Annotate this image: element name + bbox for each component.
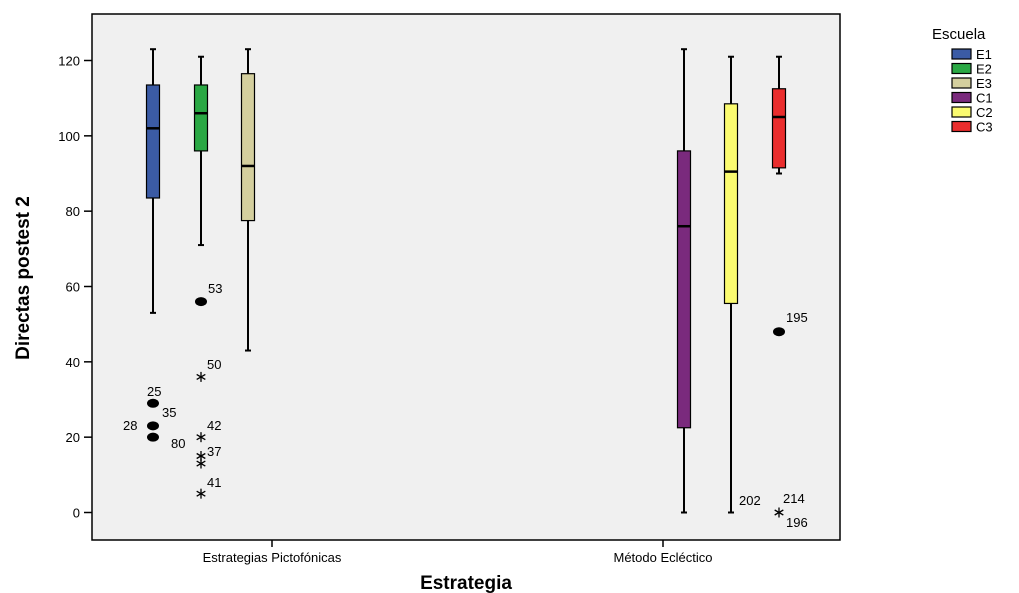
- legend-label-e2: E2: [976, 62, 992, 77]
- box-iqr: [723, 103, 739, 305]
- y-axis-title: Directas postest 2: [13, 196, 34, 360]
- outlier-circle-marker: [195, 297, 207, 307]
- box-iqr: [193, 84, 209, 152]
- box-iqr: [676, 150, 692, 429]
- star-stroke: [196, 434, 206, 441]
- y-axis: 0 20 40 60 80 100 120: [58, 54, 92, 521]
- star-stroke: [196, 452, 206, 460]
- box-iqr: [145, 84, 161, 199]
- legend-label-c2: C2: [976, 105, 993, 120]
- legend-swatch-c2: [951, 106, 972, 118]
- legend-label-e1: E1: [976, 47, 992, 62]
- outlier-label: 35: [162, 405, 176, 420]
- y-tick-label: 60: [66, 280, 80, 295]
- star-stroke: [196, 460, 206, 467]
- legend-label-c3: C3: [976, 120, 993, 135]
- star-stroke: [196, 490, 206, 497]
- legend-swatch-e3: [951, 77, 972, 89]
- box-e3: [240, 48, 256, 352]
- y-tick-label: 100: [58, 129, 80, 144]
- box-e2: [193, 55, 209, 247]
- legend-label-c1: C1: [976, 91, 993, 106]
- box-iqr: [771, 88, 787, 169]
- outlier-label: 202: [739, 493, 761, 508]
- plot-area: [91, 13, 841, 541]
- legend-swatch-e2: [951, 62, 972, 75]
- outlier-label: 37: [207, 444, 221, 459]
- outlier-circle-marker: [147, 432, 159, 442]
- outlier-circle-marker: [147, 421, 159, 431]
- outlier-label: 80: [171, 436, 185, 451]
- box-series-group: [145, 48, 787, 514]
- outlier-label: 50: [207, 357, 221, 372]
- star-stroke: [196, 373, 206, 380]
- legend-swatch-c1: [951, 91, 972, 104]
- box-c1: [676, 48, 692, 514]
- outlier-star-marker: [196, 458, 206, 469]
- box-c3: [771, 55, 787, 175]
- y-tick-label: 40: [66, 355, 80, 370]
- outlier-star-marker: [196, 371, 206, 382]
- outlier-label: 53: [208, 281, 222, 296]
- x-axis: Estrategias Pictofónicas Método Ecléctico: [203, 540, 713, 565]
- outlier-label: 41: [207, 475, 221, 490]
- outlier-label: 214: [783, 491, 805, 506]
- legend-swatch-e1: [951, 48, 972, 60]
- legend-label-e3: E3: [976, 76, 992, 91]
- y-tick-label: 120: [58, 54, 80, 69]
- outlier-star-marker: [774, 507, 784, 518]
- outlier-circle-marker: [147, 398, 159, 408]
- box-iqr: [240, 73, 256, 222]
- y-tick-label: 20: [66, 430, 80, 445]
- outlier-star-marker: [196, 488, 206, 499]
- legend-swatch-c3: [951, 120, 972, 133]
- legend-title: Escuela: [932, 26, 986, 43]
- outlier-circle-marker: [773, 327, 785, 337]
- x-category-label: Estrategias Pictofónicas: [203, 550, 342, 565]
- outlier-star-marker: [196, 432, 206, 443]
- box-e1: [145, 48, 161, 314]
- outlier-label: 25: [147, 384, 161, 399]
- y-tick-label: 80: [66, 204, 80, 219]
- outlier-label: 28: [123, 418, 137, 433]
- star-stroke: [774, 509, 784, 516]
- outlier-label: 195: [786, 310, 808, 325]
- outlier-label: 42: [207, 418, 221, 433]
- x-category-label: Método Ecléctico: [614, 550, 713, 565]
- x-axis-title: Estrategia: [420, 573, 512, 593]
- box-c2: [723, 55, 739, 514]
- outlier-label: 196: [786, 515, 808, 530]
- y-tick-label: 0: [73, 506, 80, 521]
